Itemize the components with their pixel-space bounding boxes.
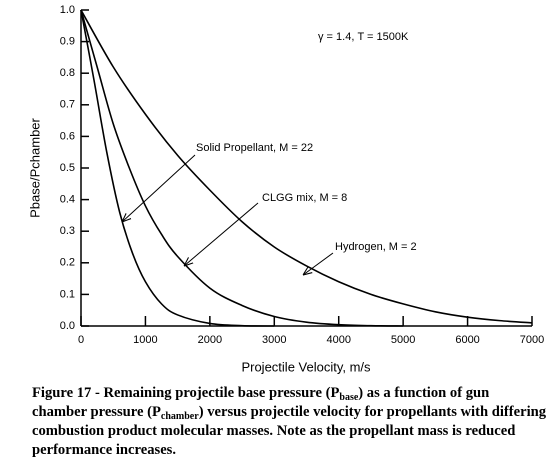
pointer-arrow: [303, 252, 334, 275]
y-tick-label: 0.6: [60, 130, 75, 142]
y-tick-label: 0.3: [60, 225, 75, 237]
caption-text: Figure 17 - Remaining projectile base pr…: [32, 385, 340, 401]
y-tick-label: 0.2: [60, 257, 75, 269]
x-tick-label: 3000: [262, 334, 286, 346]
y-tick-label: 0.5: [60, 162, 75, 174]
caption-subscript: chamber: [160, 411, 199, 422]
figure-caption: Figure 17 - Remaining projectile base pr…: [32, 384, 547, 460]
y-tick-label: 0.1: [60, 288, 75, 300]
series-line: [80, 9, 533, 324]
series-line: [80, 9, 404, 327]
x-tick-label: 6000: [455, 334, 479, 346]
y-tick-label: 0.0: [60, 320, 75, 332]
chart: γ = 1.4, T = 1500K Projectile Velocity, …: [27, 4, 544, 375]
x-axis-label: Projectile Velocity, m/s: [241, 359, 371, 374]
pointer-arrow: [184, 202, 259, 266]
pointer-arrow: [122, 154, 196, 222]
series-line: [80, 9, 275, 327]
y-tick-label: 0.8: [60, 67, 75, 79]
y-tick-label: 0.4: [60, 194, 75, 206]
y-tick-label: 1.0: [60, 4, 75, 16]
y-tick-label: 0.9: [60, 36, 75, 48]
x-tick-label: 2000: [198, 334, 222, 346]
y-tick-label: 0.7: [60, 99, 75, 111]
series-label: Hydrogen, M = 2: [335, 241, 417, 253]
x-tick-label: 4000: [326, 334, 350, 346]
caption-text: ) as a function of gun chamber pressure …: [32, 385, 490, 420]
series-label: CLGG mix, M = 8: [262, 192, 347, 204]
x-tick-label: 0: [78, 334, 84, 346]
annotation: γ = 1.4, T = 1500K: [318, 31, 409, 43]
series-label: Solid Propellant, M = 22: [196, 142, 313, 154]
x-tick-label: 5000: [391, 334, 415, 346]
x-tick-label: 1000: [133, 334, 157, 346]
y-axis-label: Pbase/Pchamber: [27, 117, 42, 217]
caption-text: ) versus projectile velocity for propell…: [32, 404, 547, 458]
caption-subscript: base: [339, 392, 359, 403]
x-tick-label: 7000: [520, 334, 544, 346]
